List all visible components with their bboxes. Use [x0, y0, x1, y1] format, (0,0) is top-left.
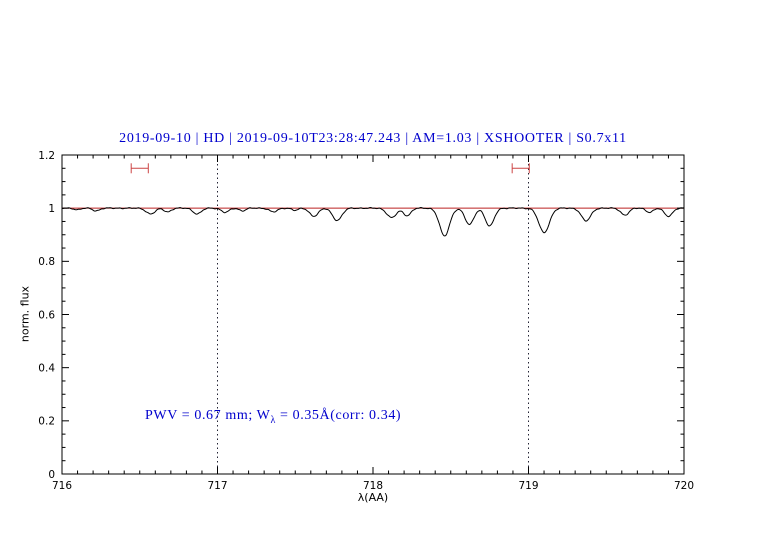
- y-tick-label: 1: [48, 203, 55, 215]
- x-axis-label: λ(AA): [357, 491, 389, 504]
- y-tick-label: 0: [48, 469, 55, 481]
- spectrum-line: [61, 206, 685, 237]
- y-tick-label: 0.8: [38, 256, 55, 268]
- y-tick-label: 0.4: [38, 362, 55, 374]
- x-tick-label: 717: [207, 480, 227, 492]
- x-tick-label: 716: [52, 480, 72, 492]
- plot-frame: [61, 154, 685, 475]
- pwv-annotation-pre: PWV = 0.67 mm; W: [145, 408, 271, 423]
- y-tick-label: 1.2: [38, 150, 55, 162]
- x-tick-label: 719: [518, 480, 538, 492]
- pwv-annotation: PWV = 0.67 mm; Wλ = 0.35Å(corr: 0.34): [145, 408, 401, 426]
- plot-title: 2019-09-10 | HD | 2019-09-10T23:28:47.24…: [119, 131, 627, 146]
- x-tick-label: 718: [363, 480, 383, 492]
- pwv-annotation-sub: λ: [270, 414, 276, 426]
- pwv-annotation-post: = 0.35Å(corr: 0.34): [275, 408, 402, 423]
- y-axis-label: norm. flux: [18, 285, 32, 343]
- x-tick-label: 720: [674, 480, 694, 492]
- y-tick-label: 0.6: [38, 309, 55, 321]
- y-tick-label: 0.2: [38, 416, 55, 428]
